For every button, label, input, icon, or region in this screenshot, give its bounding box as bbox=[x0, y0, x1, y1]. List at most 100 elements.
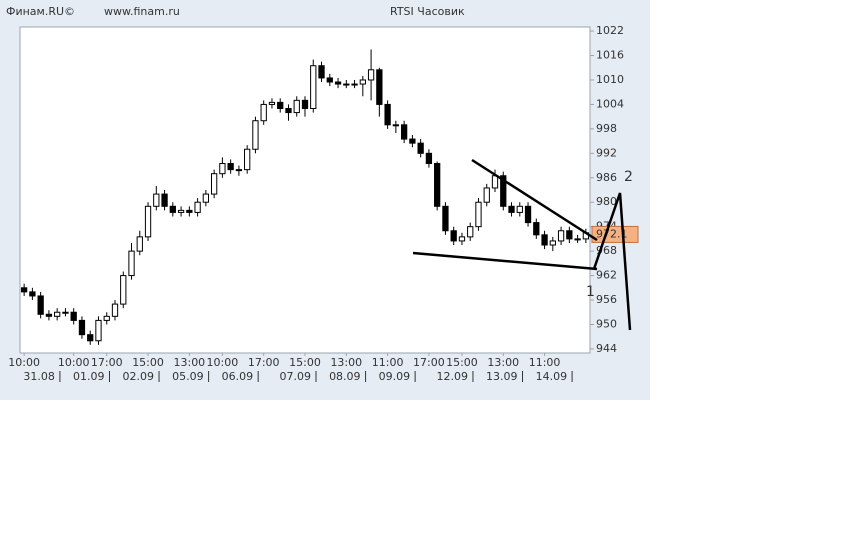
candle-body bbox=[20, 287, 28, 293]
x-tick-label: 13:00 bbox=[487, 356, 519, 369]
candle-body bbox=[458, 236, 466, 242]
candle-body bbox=[144, 205, 152, 238]
candle-body bbox=[177, 209, 185, 213]
candle-body bbox=[367, 69, 375, 81]
x-tick-label: 13:00 bbox=[173, 356, 205, 369]
date-label: 13.09 bbox=[486, 370, 518, 383]
candle-body bbox=[326, 77, 333, 83]
candle-body bbox=[334, 81, 342, 85]
candle-body bbox=[78, 319, 86, 336]
candle-body bbox=[62, 311, 69, 314]
y-tick-label: 998 bbox=[596, 122, 617, 135]
y-tick-label: 1022 bbox=[596, 24, 624, 37]
y-tick-label: 1016 bbox=[596, 49, 624, 62]
candle-body bbox=[210, 173, 218, 195]
header-left: Финам.RU© bbox=[6, 5, 75, 18]
candle-body bbox=[235, 169, 243, 172]
candle-body bbox=[37, 295, 44, 315]
y-tick-label: 944 bbox=[596, 342, 617, 355]
candle-body bbox=[128, 250, 135, 277]
date-label: 05.09 bbox=[172, 370, 204, 383]
annotation: 1 bbox=[586, 284, 595, 300]
date-label: 01.09 bbox=[73, 370, 105, 383]
candle-body bbox=[417, 142, 424, 154]
candle-body bbox=[574, 238, 581, 241]
candle-body bbox=[227, 163, 234, 171]
candle-body bbox=[285, 108, 292, 114]
candle-body bbox=[400, 124, 408, 140]
candle-body bbox=[45, 313, 53, 317]
x-tick-label: 15:00 bbox=[446, 356, 478, 369]
candle-body bbox=[277, 101, 284, 109]
candle-body bbox=[549, 240, 556, 246]
date-label: 06.09 bbox=[222, 370, 254, 383]
x-tick-label: 13:00 bbox=[330, 356, 362, 369]
y-tick-label: 1004 bbox=[596, 97, 624, 110]
candle-body bbox=[268, 101, 276, 105]
candle-body bbox=[516, 205, 523, 213]
annotation-lines bbox=[412, 158, 632, 331]
candle-body bbox=[541, 234, 548, 246]
candle-body bbox=[566, 230, 573, 240]
forecast-line bbox=[592, 192, 632, 331]
candle-body bbox=[87, 334, 94, 342]
support-line bbox=[412, 251, 598, 271]
candle-body bbox=[500, 175, 507, 207]
y-tick-label: 980 bbox=[596, 195, 617, 208]
y-tick-label: 986 bbox=[596, 171, 617, 184]
date-label: 12.09 bbox=[436, 370, 468, 383]
candle-body bbox=[95, 319, 102, 342]
x-tick-label: 11:00 bbox=[372, 356, 404, 369]
candle-body bbox=[318, 65, 325, 79]
candle-body bbox=[384, 103, 391, 126]
candle-body bbox=[120, 275, 127, 305]
candle-body bbox=[491, 175, 499, 189]
candle-body bbox=[103, 315, 110, 321]
y-tick-label: 962 bbox=[596, 269, 617, 282]
date-label: 07.09 bbox=[280, 370, 312, 383]
candle-body bbox=[161, 193, 168, 207]
y-tick-label: 950 bbox=[596, 317, 617, 330]
candle-body bbox=[524, 205, 532, 224]
candle-body bbox=[450, 230, 457, 242]
annotation: 2 bbox=[624, 169, 633, 185]
candle-body bbox=[293, 99, 300, 114]
date-label: 14.09 bbox=[536, 370, 568, 383]
x-tick-label: 10:00 bbox=[8, 356, 40, 369]
candle-body bbox=[351, 83, 358, 86]
candle-body bbox=[425, 152, 433, 165]
candle-body bbox=[475, 201, 482, 228]
candle-body bbox=[54, 311, 61, 317]
candle-body bbox=[310, 65, 317, 109]
candle-body bbox=[252, 120, 259, 150]
candle-body bbox=[169, 205, 176, 213]
chart-title: RTSI Часовик bbox=[390, 5, 465, 18]
x-tick-label: 17:00 bbox=[413, 356, 445, 369]
header-url: www.finam.ru bbox=[104, 5, 180, 18]
date-label: 02.09 bbox=[123, 370, 155, 383]
candle-body bbox=[409, 138, 416, 144]
candle-body bbox=[194, 201, 201, 213]
candle-body bbox=[260, 103, 267, 122]
candle-body bbox=[70, 311, 77, 321]
y-tick-label: 956 bbox=[596, 293, 617, 306]
x-tick-label: 15:00 bbox=[289, 356, 321, 369]
x-tick-label: 17:00 bbox=[91, 356, 123, 369]
x-tick-label: 17:00 bbox=[248, 356, 280, 369]
candle-body bbox=[111, 303, 119, 317]
candle-body bbox=[508, 205, 515, 213]
candle-body bbox=[153, 193, 160, 207]
candle-body bbox=[244, 148, 251, 171]
date-label: 09.09 bbox=[379, 370, 411, 383]
candle-body bbox=[343, 83, 350, 86]
candle-body bbox=[29, 291, 36, 297]
resistance-line bbox=[471, 158, 598, 242]
candle-body bbox=[186, 209, 193, 213]
candle-body bbox=[219, 163, 226, 175]
candle-body bbox=[467, 226, 474, 238]
x-tick-label: 10:00 bbox=[207, 356, 239, 369]
date-label: 08.09 bbox=[329, 370, 361, 383]
candle-body bbox=[483, 187, 490, 203]
candle-body bbox=[442, 205, 449, 232]
